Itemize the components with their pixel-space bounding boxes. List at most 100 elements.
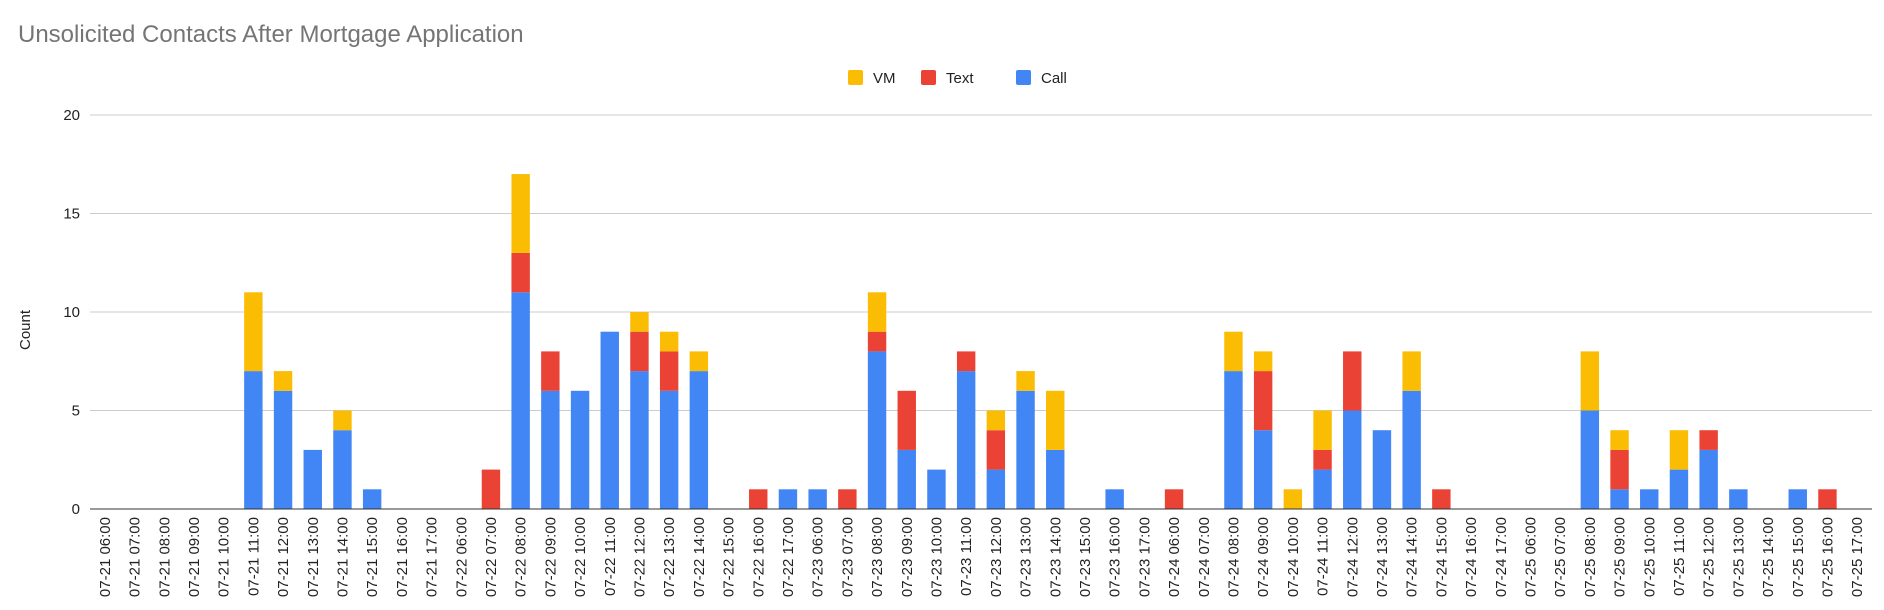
bar-text [1818, 489, 1837, 509]
x-tick-label: 07-22 11:00 [602, 517, 619, 596]
bar-call [541, 390, 560, 509]
y-tick-label: 5 [72, 403, 80, 420]
bar-call [511, 292, 530, 509]
x-tick-label: 07-25 15:00 [1790, 517, 1807, 597]
x-tick-label: 07-25 16:00 [1819, 517, 1836, 597]
bar-text [867, 331, 887, 352]
bar-vm [1224, 331, 1243, 372]
y-axis-ticks: 0 5 10 15 20 [63, 107, 80, 518]
bar-vm [867, 292, 887, 332]
bar-text [481, 469, 501, 509]
bar-call [659, 390, 679, 509]
x-tick-label: 07-21 08:00 [156, 517, 173, 597]
bar-call [927, 469, 946, 509]
bar-call [1372, 430, 1392, 509]
bar-vm [659, 331, 679, 352]
x-tick-label: 07-22 13:00 [661, 517, 678, 597]
x-tick-label: 07-24 13:00 [1374, 517, 1391, 597]
bar-vm [986, 410, 1006, 431]
x-tick-label: 07-24 16:00 [1463, 517, 1480, 597]
bar-call [600, 331, 619, 509]
y-tick-label: 20 [63, 107, 80, 124]
x-tick-label: 07-25 12:00 [1701, 517, 1718, 597]
bar-vm [244, 292, 263, 372]
y-tick-label: 0 [72, 501, 80, 518]
bar-call [1224, 371, 1243, 509]
x-tick-label: 07-23 14:00 [1047, 517, 1064, 597]
y-tick-label: 10 [63, 304, 80, 321]
bar-call [362, 489, 382, 509]
x-tick-label: 07-21 17:00 [424, 517, 441, 597]
x-tick-label: 07-21 07:00 [127, 517, 144, 597]
x-tick-label: 07-21 11:00 [245, 517, 262, 596]
bar-vm [1580, 351, 1600, 411]
bar-text [1432, 489, 1451, 509]
bar-text [659, 351, 679, 391]
gridlines [90, 114, 1872, 411]
x-tick-label: 07-22 15:00 [721, 517, 738, 597]
x-tick-label: 07-23 13:00 [1018, 517, 1035, 597]
bar-call [303, 449, 322, 509]
bar-call [689, 371, 709, 509]
bar-text [1253, 371, 1273, 431]
bar-call [570, 390, 590, 509]
bar-call [778, 489, 798, 509]
x-tick-label: 07-25 11:00 [1671, 517, 1688, 596]
bar-text [956, 351, 976, 372]
bar-call [1046, 449, 1065, 509]
chart-title: Unsolicited Contacts After Mortgage Appl… [18, 21, 524, 48]
x-tick-label: 07-21 14:00 [334, 517, 351, 597]
bar-text [838, 489, 857, 509]
bar-vm [333, 410, 352, 431]
bar-call [1699, 449, 1718, 509]
x-tick-label: 07-23 15:00 [1077, 517, 1094, 597]
x-tick-label: 07-23 17:00 [1136, 517, 1153, 597]
bar-text [1343, 351, 1362, 411]
legend-swatch-text [921, 70, 936, 85]
bar-text [1610, 449, 1629, 490]
x-tick-label: 07-24 08:00 [1225, 517, 1242, 597]
x-tick-label: 07-21 10:00 [216, 517, 233, 597]
y-tick-label: 15 [63, 206, 80, 223]
bar-vm [1669, 430, 1689, 470]
x-tick-label: 07-25 17:00 [1849, 517, 1866, 597]
bar-text [986, 430, 1006, 470]
x-tick-label: 07-24 07:00 [1196, 517, 1213, 597]
x-tick-label: 07-22 17:00 [780, 517, 797, 597]
x-tick-label: 07-23 08:00 [869, 517, 886, 597]
bar-call [273, 390, 293, 509]
x-tick-label: 07-22 10:00 [572, 517, 589, 597]
bar-vm [1016, 371, 1035, 391]
x-tick-label: 07-23 12:00 [988, 517, 1005, 597]
x-tick-label: 07-23 09:00 [899, 517, 916, 597]
x-tick-label: 07-25 06:00 [1522, 517, 1539, 597]
x-tick-label: 07-24 12:00 [1344, 517, 1361, 597]
bar-call [1640, 489, 1659, 509]
bar-call [808, 489, 827, 509]
bar-call [1343, 410, 1362, 509]
x-tick-label: 07-21 15:00 [364, 517, 381, 597]
bar-call [630, 371, 649, 509]
bar-text [749, 489, 768, 509]
x-tick-label: 07-22 07:00 [483, 517, 500, 597]
bar-call [1016, 390, 1035, 509]
x-tick-label: 07-21 09:00 [186, 517, 203, 597]
bar-vm [1610, 430, 1629, 450]
bar-text [1313, 449, 1332, 470]
bar-call [1313, 469, 1332, 509]
bar-text [1699, 430, 1718, 450]
x-tick-label: 07-24 06:00 [1166, 517, 1183, 597]
x-axis-ticks: 07-21 06:00 07-21 07:00 07-21 08:00 07-21 0… [97, 517, 1866, 597]
bar-call [244, 371, 263, 509]
x-tick-label: 07-23 11:00 [958, 517, 975, 596]
bar-call [1105, 489, 1124, 509]
legend-swatch-vm [848, 70, 863, 85]
x-tick-label: 07-25 09:00 [1612, 517, 1629, 597]
x-tick-label: 07-25 14:00 [1760, 517, 1777, 597]
legend-label-text: Text [946, 70, 974, 87]
x-tick-label: 07-22 14:00 [691, 517, 708, 597]
bar-call [1402, 390, 1421, 509]
bar-call [1253, 430, 1273, 509]
x-tick-label: 07-25 08:00 [1582, 517, 1599, 597]
bar-vm [630, 312, 649, 332]
